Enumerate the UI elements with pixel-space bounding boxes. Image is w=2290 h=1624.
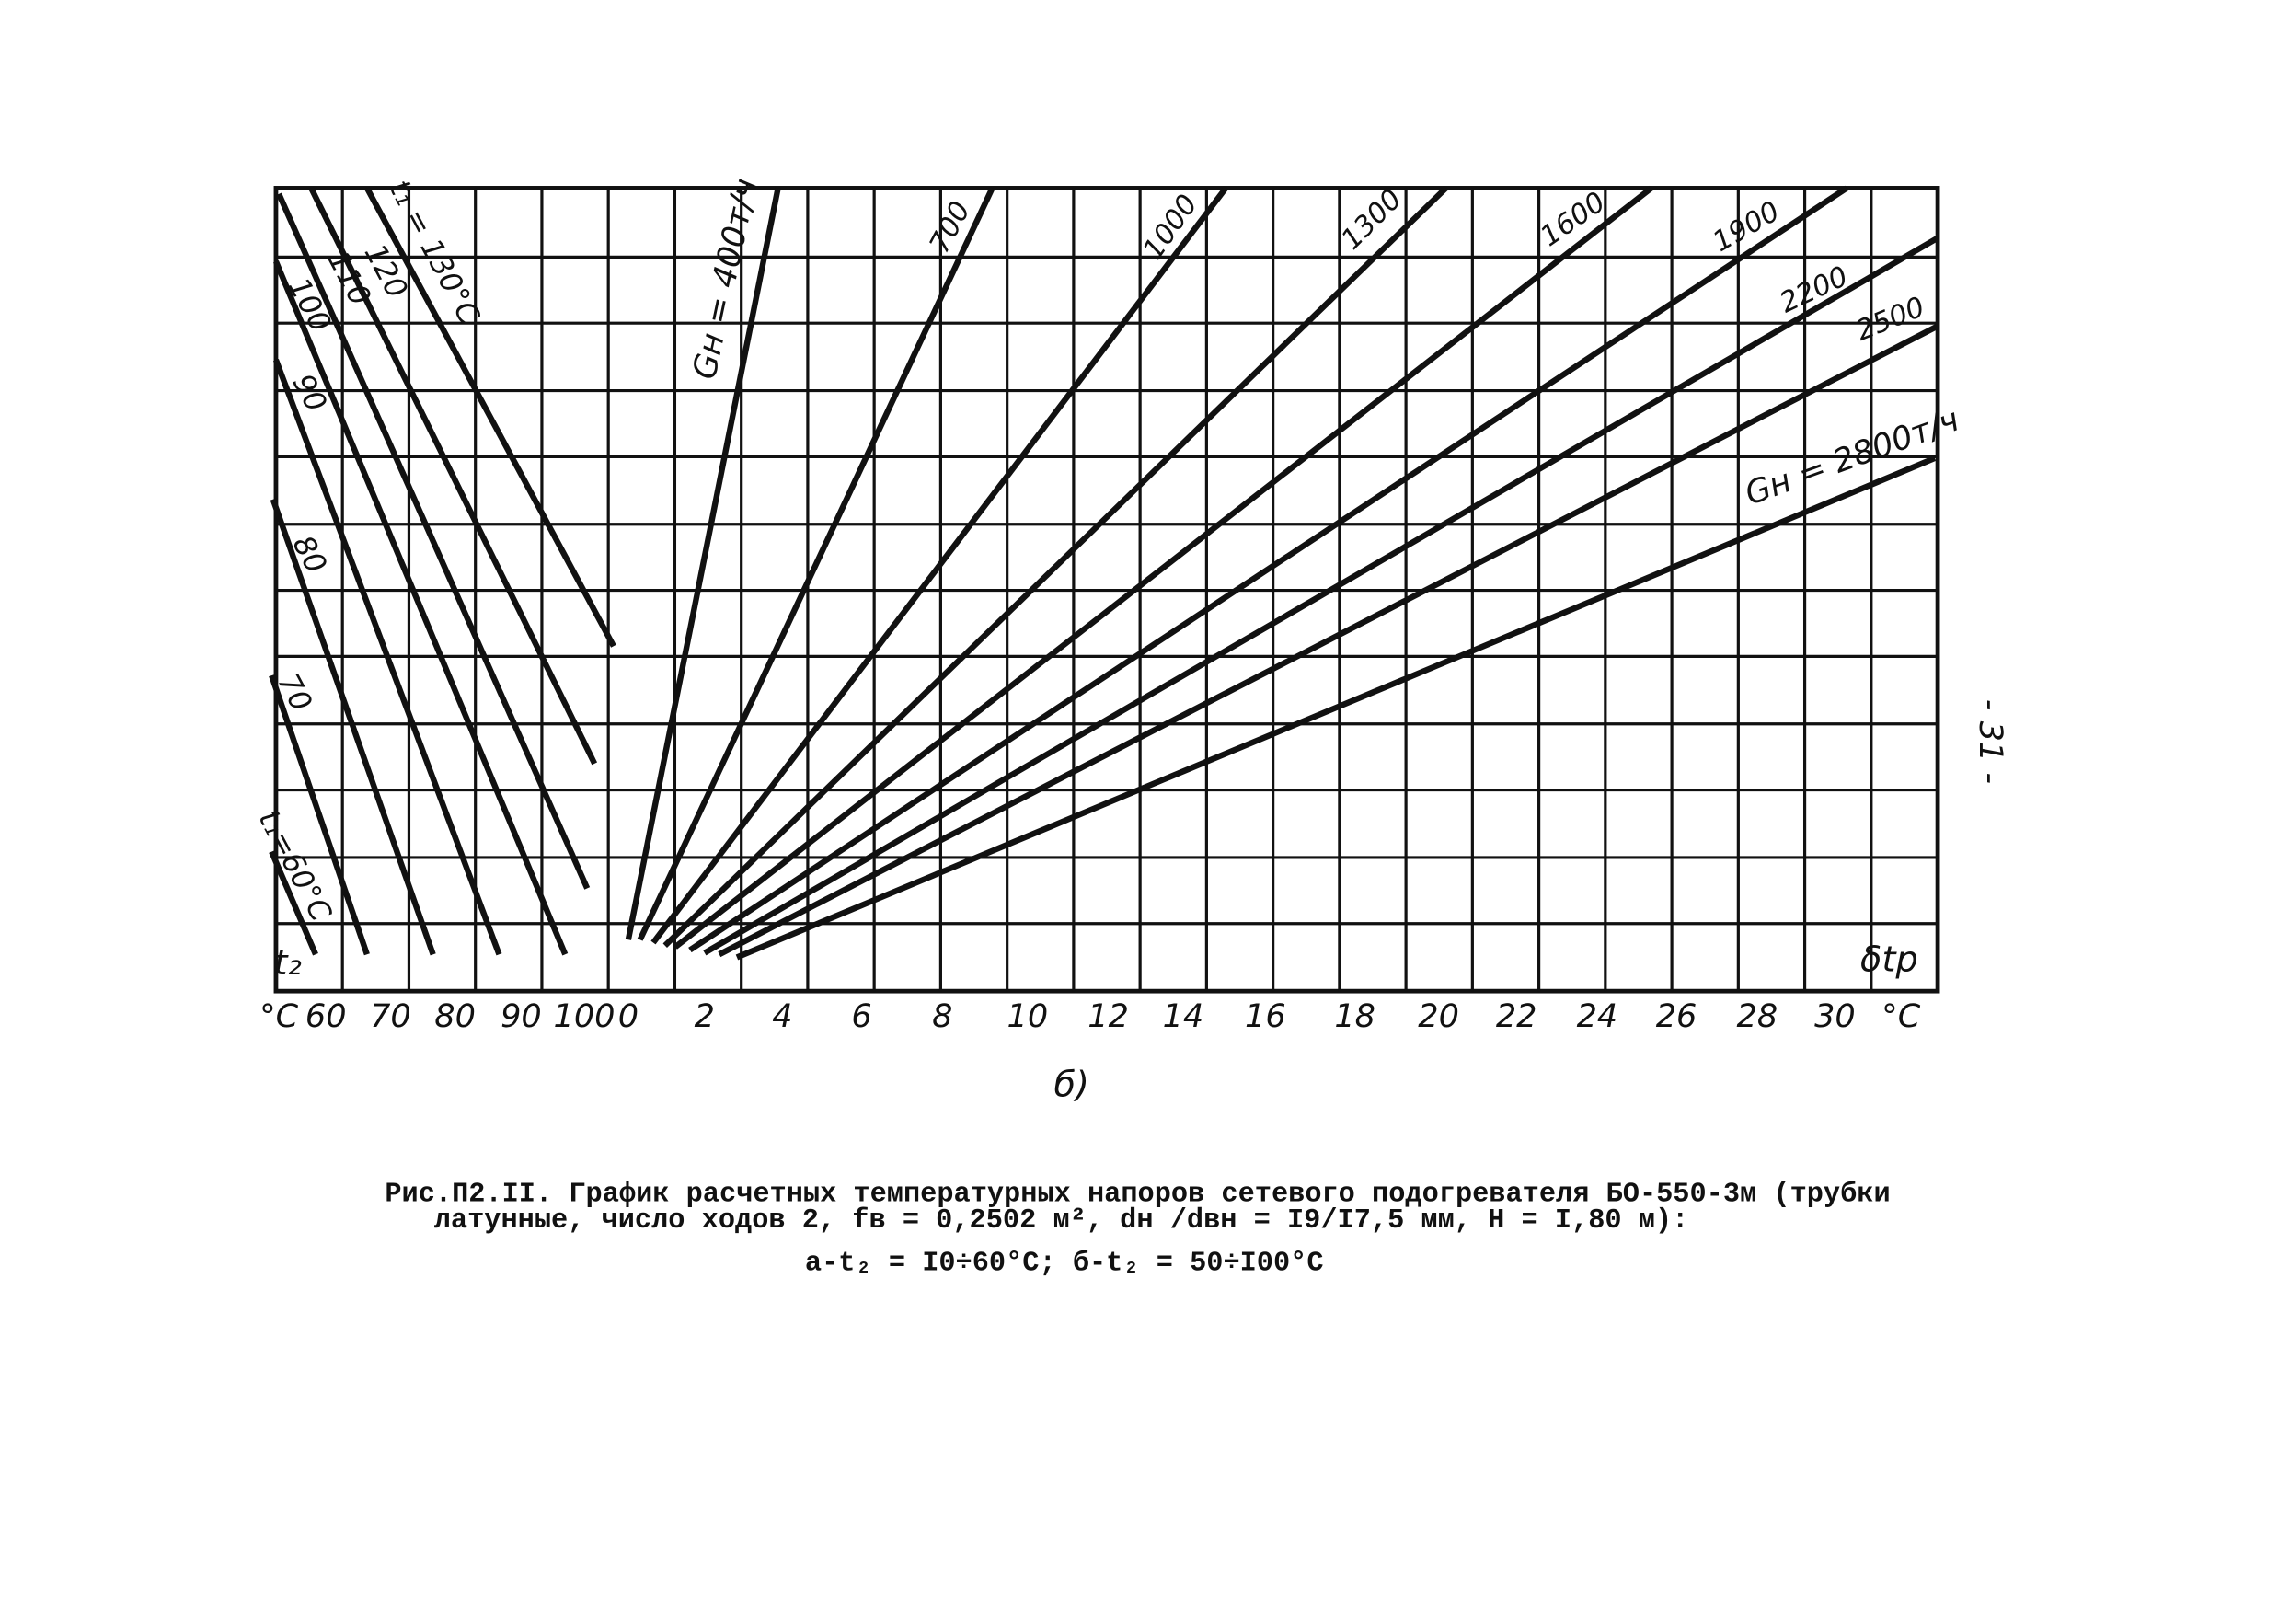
tick-label: 2 bbox=[695, 997, 715, 1035]
curve-label: 1300 bbox=[1335, 183, 1408, 256]
curves bbox=[269, 185, 1939, 961]
axis-title: t₂ bbox=[274, 942, 302, 984]
curve bbox=[364, 186, 616, 648]
tick-label: 12 bbox=[1087, 997, 1129, 1035]
curve bbox=[718, 323, 1939, 958]
tick-label: 90 bbox=[501, 997, 542, 1035]
tick-label: 6 bbox=[851, 997, 871, 1035]
curve-label: 1600 bbox=[1535, 186, 1611, 253]
tick-label: 0 bbox=[618, 997, 639, 1035]
curve bbox=[688, 185, 1848, 953]
tick-label: 22 bbox=[1496, 997, 1537, 1035]
curve bbox=[662, 186, 1448, 948]
curve bbox=[650, 186, 1228, 945]
tick-label: 8 bbox=[932, 997, 952, 1035]
tick-label: 30 bbox=[1814, 997, 1856, 1035]
tick-label: °C bbox=[1881, 997, 1921, 1035]
tick-label: 10 bbox=[1007, 997, 1049, 1035]
curve bbox=[273, 259, 569, 956]
tick-label: 60 bbox=[305, 997, 347, 1035]
caption-line: а-t₂ = I0÷60°C; б-t₂ = 50÷I00°C bbox=[805, 1248, 1324, 1279]
curve-label: 70 bbox=[271, 667, 320, 717]
tick-label: 20 bbox=[1418, 997, 1459, 1035]
curve-label: Gн = 400т/ч bbox=[685, 175, 765, 383]
curve bbox=[276, 192, 591, 890]
curve bbox=[735, 455, 1937, 961]
tick-label: 70 bbox=[370, 997, 411, 1035]
axis-title: δtр bbox=[1860, 939, 1918, 981]
caption-line: латунные, число ходов 2, fв = 0,2502 м²,… bbox=[434, 1205, 1689, 1237]
tick-label: 4 bbox=[772, 997, 792, 1035]
curve-label: 80 bbox=[286, 529, 335, 579]
tick-label: 100 bbox=[554, 997, 616, 1035]
tick-label: 14 bbox=[1163, 997, 1204, 1035]
curve bbox=[673, 185, 1653, 950]
curve bbox=[703, 235, 1939, 956]
tick-label: °C bbox=[259, 997, 299, 1035]
tick-label: 80 bbox=[434, 997, 476, 1035]
curve-label: 700 bbox=[924, 196, 977, 258]
curve bbox=[269, 850, 318, 956]
curve bbox=[308, 186, 598, 766]
tick-label: 16 bbox=[1245, 997, 1286, 1035]
curve bbox=[270, 498, 436, 956]
curve bbox=[272, 358, 502, 956]
subfigure-label: б) bbox=[1053, 1064, 1089, 1105]
grid bbox=[275, 188, 1939, 992]
curve-label: 100 bbox=[282, 271, 339, 338]
curve bbox=[637, 187, 995, 941]
curve-label: 1900 bbox=[1708, 195, 1785, 259]
page-number: - 31 - bbox=[1972, 699, 2009, 784]
tick-label: 18 bbox=[1334, 997, 1375, 1035]
curve bbox=[625, 187, 781, 940]
tick-label: 26 bbox=[1656, 997, 1697, 1035]
tick-label: 28 bbox=[1737, 997, 1778, 1035]
curve-label: t₁ = 130°C bbox=[382, 174, 487, 330]
caption-line: Рис.П2.II. График расчетных температурны… bbox=[385, 1179, 1890, 1210]
tick-label: 24 bbox=[1577, 997, 1618, 1035]
curve bbox=[269, 674, 370, 956]
